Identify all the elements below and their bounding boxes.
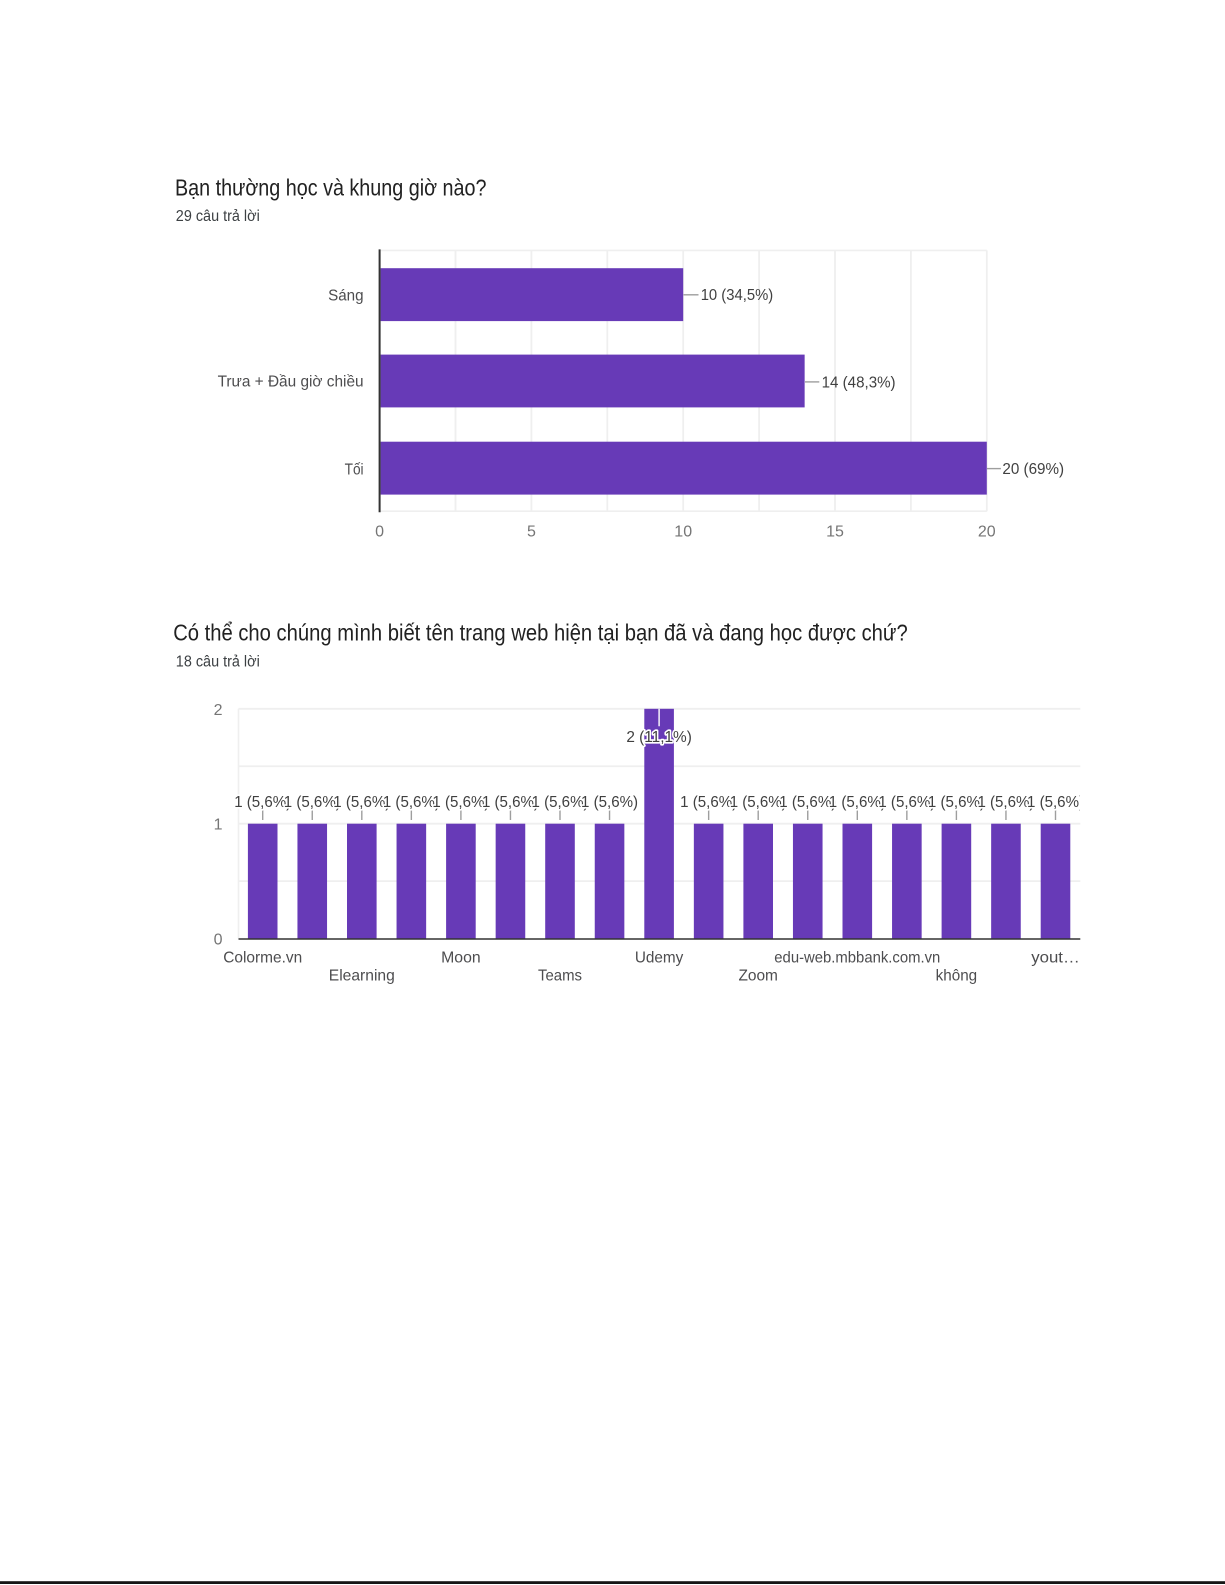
svg-text:10: 10	[674, 523, 692, 540]
svg-text:Udemy: Udemy	[635, 950, 684, 967]
svg-text:Zoom: Zoom	[738, 968, 778, 985]
svg-text:Sáng: Sáng	[328, 288, 364, 305]
svg-text:15: 15	[826, 523, 844, 540]
svg-text:1 (5,6%): 1 (5,6%)	[977, 794, 1034, 811]
svg-text:yout…: yout…	[1031, 950, 1080, 967]
svg-text:5: 5	[527, 523, 536, 540]
svg-text:1 (5,6%): 1 (5,6%)	[581, 794, 638, 811]
svg-text:1: 1	[214, 817, 223, 834]
svg-text:14 (48,3%): 14 (48,3%)	[822, 374, 896, 391]
svg-text:Có thể cho chúng mình biết tên: Có thể cho chúng mình biết tên trang web…	[173, 620, 908, 646]
svg-text:1 (5,6%): 1 (5,6%)	[482, 794, 539, 811]
svg-text:20 (69%): 20 (69%)	[1002, 461, 1064, 478]
svg-text:Tối: Tối	[345, 461, 364, 478]
svg-text:Moon: Moon	[441, 950, 481, 967]
svg-text:Elearning: Elearning	[329, 968, 395, 985]
svg-text:1 (5,6%): 1 (5,6%)	[532, 794, 589, 811]
svg-text:Teams: Teams	[538, 968, 582, 985]
svg-text:10 (34,5%): 10 (34,5%)	[701, 287, 774, 304]
svg-text:1 (5,6%): 1 (5,6%)	[432, 794, 489, 811]
svg-text:1 (5,6%): 1 (5,6%)	[829, 794, 886, 811]
svg-text:1 (5,6%): 1 (5,6%)	[284, 794, 341, 811]
svg-text:1 (5,6%): 1 (5,6%)	[383, 794, 440, 811]
svg-text:18 câu trả lời: 18 câu trả lời	[176, 653, 260, 670]
svg-text:0: 0	[375, 523, 384, 540]
svg-text:Bạn thường học và khung giờ nà: Bạn thường học và khung giờ nào?	[175, 174, 487, 200]
svg-text:1 (5,6%): 1 (5,6%)	[928, 794, 985, 811]
svg-text:Colorme.vn: Colorme.vn	[223, 950, 302, 967]
svg-text:2: 2	[214, 702, 223, 719]
svg-text:1 (5,6%): 1 (5,6%)	[234, 794, 291, 811]
svg-text:Trưa + Đầu giờ chiều: Trưa + Đầu giờ chiều	[218, 374, 364, 391]
svg-text:1 (5,6%): 1 (5,6%)	[878, 794, 935, 811]
svg-text:1 (5,6%): 1 (5,6%)	[333, 794, 390, 811]
svg-text:edu-web.mbbank.com.vn: edu-web.mbbank.com.vn	[774, 950, 940, 967]
svg-text:1 (5,6%): 1 (5,6%)	[779, 794, 836, 811]
svg-text:20: 20	[978, 523, 996, 540]
svg-text:2 (11,1%): 2 (11,1%)	[626, 729, 692, 746]
svg-text:0: 0	[214, 932, 223, 949]
svg-text:29 câu trả lời: 29 câu trả lời	[176, 208, 260, 225]
svg-text:1 (5,6%): 1 (5,6%)	[730, 794, 787, 811]
svg-text:không: không	[936, 968, 978, 985]
svg-text:1 (5,6%): 1 (5,6%)	[680, 794, 737, 811]
svg-text:1 (5,6%): 1 (5,6%)	[1027, 794, 1084, 811]
